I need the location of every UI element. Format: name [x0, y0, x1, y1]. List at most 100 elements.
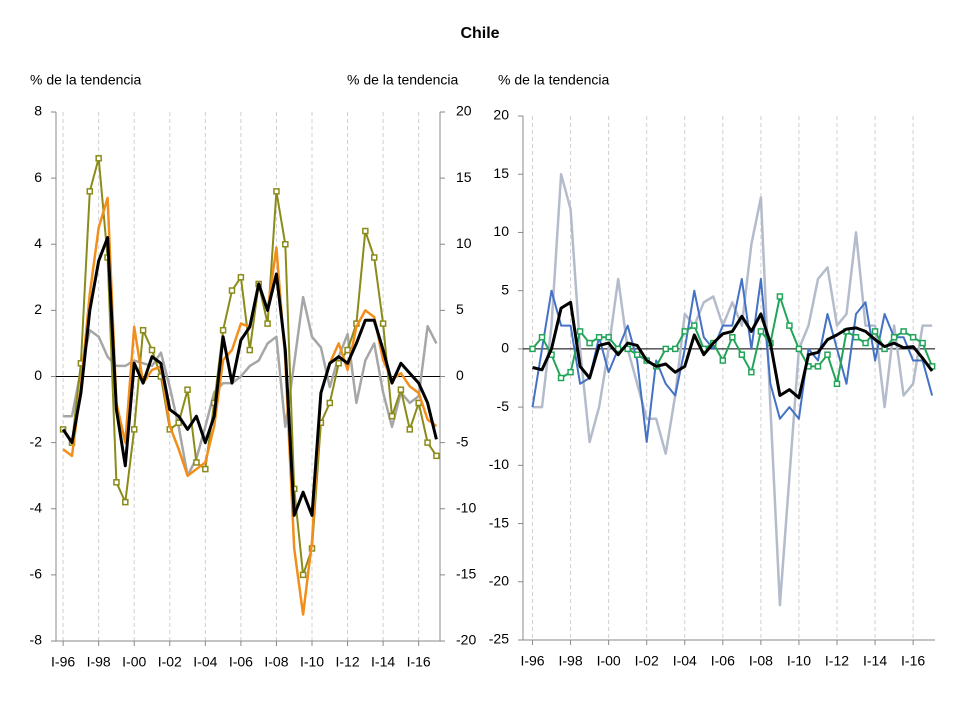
y-tick-label: 0: [34, 367, 42, 383]
data-point: [719, 357, 727, 364]
y-tick-label: -15: [489, 514, 509, 530]
y-tick-label: 20: [493, 107, 509, 123]
y-tick-label: 2: [34, 301, 42, 317]
y2-tick-label: -10: [456, 499, 476, 515]
data-point: [139, 326, 147, 334]
x-tick-label: I-06: [711, 653, 735, 669]
y2-tick-label: 5: [456, 301, 464, 317]
x-tick-label: I-08: [749, 653, 773, 669]
series-line: [62, 196, 438, 616]
x-tick-label: I-10: [300, 654, 324, 670]
data-point: [814, 363, 822, 370]
x-tick-label: I-10: [787, 653, 811, 669]
y-tick-label: -2: [30, 433, 43, 449]
data-point: [738, 351, 746, 358]
x-tick-label: I-96: [51, 654, 75, 670]
data-point: [379, 320, 387, 327]
data-point: [193, 459, 200, 466]
data-point: [406, 426, 414, 433]
y-tick-label: 5: [501, 281, 509, 297]
chart-title: Chile: [460, 25, 499, 42]
y-axis-label: % de la tendencia: [30, 72, 142, 88]
x-tick-label: I-96: [520, 653, 544, 669]
y2-axis-label: % de la tendencia: [347, 72, 459, 88]
x-tick-label: I-06: [229, 654, 253, 670]
data-point: [567, 368, 574, 376]
data-point: [529, 345, 536, 353]
y2-tick-label: -20: [456, 632, 476, 648]
data-point: [175, 419, 182, 427]
data-point: [219, 326, 227, 334]
y2-tick-label: 0: [456, 367, 464, 383]
data-point: [681, 328, 689, 335]
x-tick-label: I-04: [673, 653, 697, 669]
data-point: [273, 188, 280, 195]
data-point: [633, 351, 641, 358]
y-tick-label: -5: [497, 398, 510, 414]
y-tick-label: -25: [489, 631, 509, 647]
y2-tick-label: 10: [456, 235, 472, 251]
x-tick-label: I-98: [559, 653, 583, 669]
data-point: [824, 351, 831, 358]
y-axis-label: % de la tendencia: [498, 72, 610, 88]
data-point: [130, 426, 138, 433]
x-tick-label: I-14: [863, 653, 887, 669]
x-tick-label: I-16: [901, 653, 925, 669]
data-point: [586, 339, 593, 347]
data-point: [576, 328, 584, 335]
data-point: [113, 479, 120, 486]
x-tick-label: I-98: [87, 654, 111, 670]
data-point: [776, 293, 784, 300]
x-tick-label: I-00: [597, 653, 621, 669]
series-line: [532, 172, 933, 607]
data-point: [614, 345, 622, 353]
x-tick-label: I-04: [193, 654, 217, 670]
data-point: [909, 333, 917, 341]
data-point: [299, 571, 307, 579]
data-point: [237, 274, 245, 281]
x-tick-label: I-14: [371, 654, 395, 670]
series-line: [63, 295, 438, 477]
y-tick-label: 15: [493, 165, 509, 181]
y2-tick-label: 20: [456, 103, 472, 119]
y-tick-label: -20: [489, 572, 509, 588]
data-point: [433, 452, 440, 460]
x-tick-label: I-02: [158, 654, 182, 670]
data-point: [871, 328, 879, 335]
data-point: [264, 320, 271, 327]
data-point: [388, 412, 396, 420]
data-point: [624, 345, 631, 353]
data-point: [397, 386, 405, 393]
data-point: [671, 345, 679, 353]
data-point: [890, 333, 898, 341]
data-point: [795, 345, 803, 353]
data-point: [246, 346, 254, 354]
y2-tick-label: -5: [456, 433, 469, 449]
data-point: [362, 227, 369, 235]
y-tick-label: 0: [501, 340, 509, 356]
data-point: [424, 439, 431, 446]
data-point: [557, 374, 565, 382]
x-tick-label: I-12: [335, 654, 359, 670]
data-point: [370, 254, 378, 261]
data-point: [148, 346, 156, 354]
data-point: [729, 333, 736, 341]
series-line: [532, 300, 934, 400]
x-tick-label: I-00: [122, 654, 146, 670]
data-point: [282, 241, 289, 248]
data-point: [344, 346, 351, 354]
y-tick-label: -8: [30, 632, 43, 648]
y-tick-label: 8: [34, 103, 42, 119]
data-point: [662, 345, 669, 353]
data-point: [786, 322, 793, 329]
data-point: [691, 322, 698, 329]
x-tick-label: I-16: [407, 654, 431, 670]
data-point: [852, 333, 860, 341]
data-point: [748, 368, 755, 376]
y2-tick-label: -15: [456, 566, 476, 582]
y-tick-label: -6: [30, 566, 43, 582]
y2-tick-label: 15: [456, 169, 472, 185]
data-point: [86, 188, 94, 195]
x-tick-label: I-12: [825, 653, 849, 669]
